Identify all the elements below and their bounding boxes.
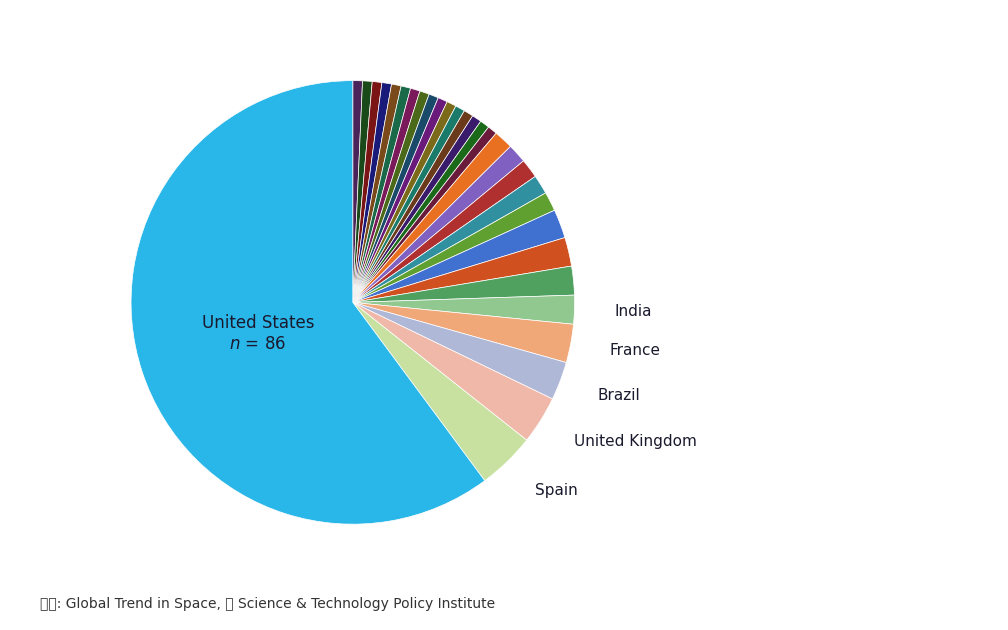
Text: France: France [610,343,661,358]
Wedge shape [353,91,429,302]
Wedge shape [353,302,552,440]
Wedge shape [353,86,410,302]
Text: 출처: Global Trend in Space, 미 Science & Technology Policy Institute: 출처: Global Trend in Space, 미 Science & T… [40,597,496,611]
Wedge shape [353,94,438,302]
Text: Brazil: Brazil [598,387,640,403]
Wedge shape [353,161,535,302]
Wedge shape [353,81,363,302]
Wedge shape [353,302,574,362]
Text: India: India [614,304,652,319]
Wedge shape [353,133,510,302]
Wedge shape [353,176,545,302]
Wedge shape [131,81,485,524]
Wedge shape [353,122,489,302]
Wedge shape [353,98,448,302]
Wedge shape [353,116,481,302]
Text: United States
$n$ = 86: United States $n$ = 86 [202,314,314,353]
Wedge shape [353,146,523,302]
Wedge shape [353,88,420,302]
Wedge shape [353,106,465,302]
Text: United Kingdom: United Kingdom [575,434,698,449]
Wedge shape [353,266,575,302]
Wedge shape [353,81,372,302]
Wedge shape [353,302,526,481]
Text: Spain: Spain [535,483,578,498]
Wedge shape [353,83,391,302]
Wedge shape [353,101,456,302]
Wedge shape [353,238,572,302]
Wedge shape [353,81,382,302]
Wedge shape [353,295,575,324]
Wedge shape [353,210,564,302]
Wedge shape [353,193,554,302]
Wedge shape [353,111,473,302]
Wedge shape [353,84,401,302]
Wedge shape [353,302,566,399]
Wedge shape [353,127,496,302]
